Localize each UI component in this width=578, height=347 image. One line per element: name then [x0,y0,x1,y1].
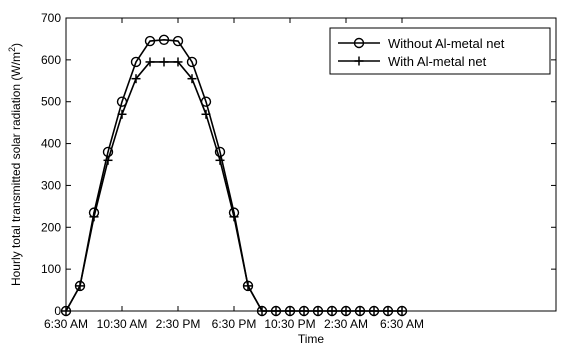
y-axis-title-close: ) [9,43,23,47]
data-point [103,155,113,165]
x-tick-label: 2:30 AM [324,317,368,331]
series-line [65,61,402,312]
data-point [243,281,253,291]
x-tick-label: 2:30 PM [156,317,201,331]
x-axis: 6:30 AM 10:30 AM 2:30 PM 6:30 PM 10:30 PM 2:3… [44,18,424,331]
data-point [313,306,323,316]
series-line [65,38,402,312]
data-point [341,306,351,316]
data-point [186,56,198,68]
data-point [285,306,295,316]
y-tick-label: 100 [41,262,61,276]
data-point [173,57,183,67]
data-point [158,34,170,45]
data-point [130,56,142,68]
y-tick-label: 600 [41,53,61,67]
data-point [159,57,169,67]
data-point [369,306,379,316]
x-tick-label: 10:30 PM [264,317,315,331]
series-without-net [60,34,408,317]
data-point [75,281,85,291]
data-point [229,212,239,222]
data-point [383,306,393,316]
data-point [271,306,281,316]
data-point [327,306,337,316]
series-with-net [61,57,407,316]
y-axis: 0 100 200 300 400 500 600 700 [41,11,556,318]
data-point [215,155,225,165]
data-point [257,306,267,316]
x-axis-title: Time [298,332,325,346]
data-point [145,57,155,67]
y-axis-title-main: Hourly total transmitted solar radiation… [9,52,23,286]
data-point [201,109,211,119]
x-tick-label: 10:30 AM [97,317,148,331]
data-point [299,306,309,316]
data-point [117,109,127,119]
y-tick-label: 300 [41,178,61,192]
y-tick-label: 700 [41,11,61,25]
data-point [144,35,156,47]
data-point [187,74,197,84]
y-axis-title-superscript: 2 [7,47,17,52]
y-tick-label: 200 [41,220,61,234]
legend-box [329,27,551,75]
legend-label-without-net: Without Al-metal net [388,36,505,51]
legend-marker-with-net [354,56,364,66]
y-tick-label: 500 [41,95,61,109]
data-point [355,306,365,316]
legend: Without Al-metal net With Al-metal net [329,27,551,75]
data-point [89,212,99,222]
legend-marker-without-net [353,37,365,49]
legend-label-with-net: With Al-metal net [388,54,487,69]
x-tick-label: 6:30 AM [380,317,424,331]
data-point [397,306,407,316]
x-tick-label: 6:30 PM [212,317,257,331]
x-tick-label: 6:30 AM [44,317,88,331]
y-tick-label: 0 [54,304,61,318]
data-point [131,74,141,84]
y-tick-label: 400 [41,137,61,151]
y-axis-title: Hourly total transmitted solar radiation… [7,43,23,286]
data-point [61,306,71,316]
series-layer [60,34,408,317]
data-point [172,35,184,47]
